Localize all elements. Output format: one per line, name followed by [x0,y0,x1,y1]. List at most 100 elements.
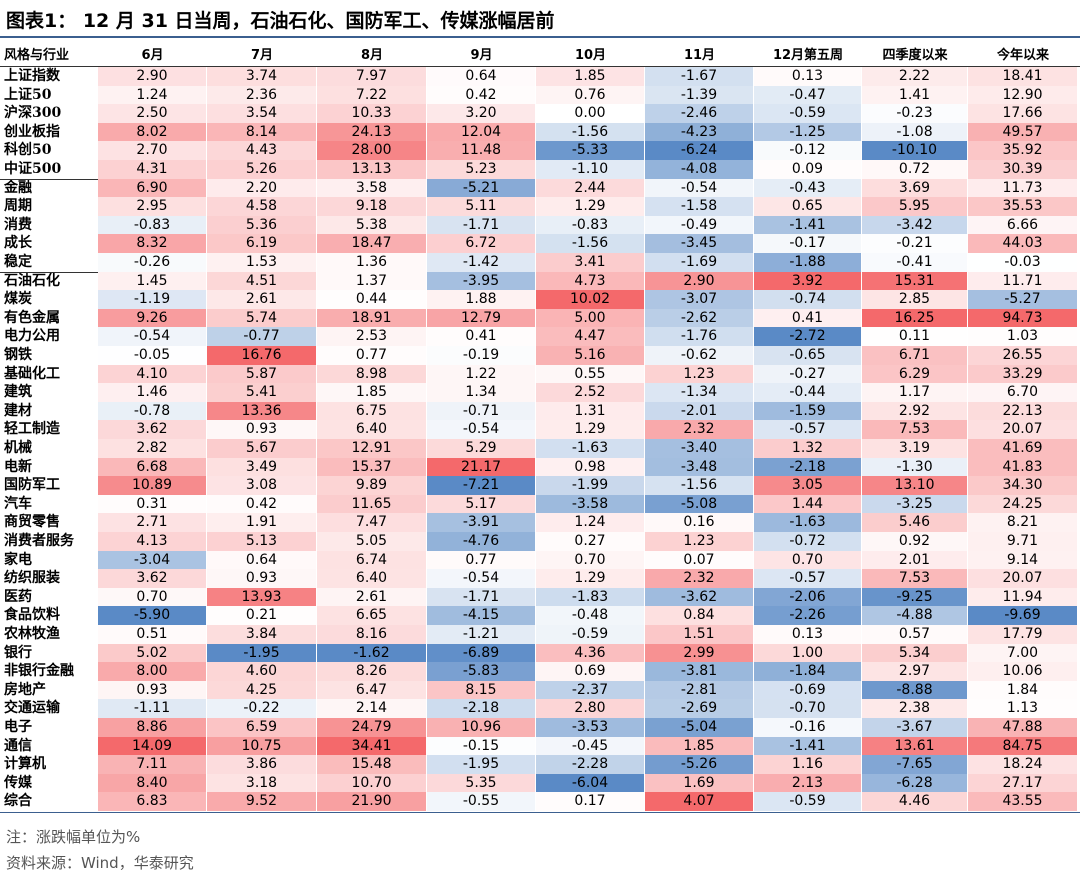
cell: 0.64 [207,550,316,570]
cell: -0.54 [645,178,753,198]
cell: 4.47 [536,327,644,346]
cell: 13.13 [317,160,426,179]
cell: 4.36 [536,643,644,663]
cell: -3.67 [862,718,967,737]
cell: 10.96 [427,718,535,737]
column-header: 10月 [574,48,607,63]
cell: -0.59 [754,104,861,123]
cell: 5.29 [427,439,535,458]
cell: 5.16 [536,346,644,365]
cell: -7.21 [427,476,535,495]
row-label: 石油石化 [4,272,60,289]
cell: -2.81 [645,680,753,700]
row-label: 机械 [4,440,32,456]
cell: -0.44 [754,383,861,402]
cell: 6.47 [317,680,426,700]
cell: -0.83 [98,215,206,235]
cell: 5.26 [207,160,316,179]
row-label: 科创50 [4,142,52,159]
row-label: 汽车 [4,495,32,512]
cell: 5.34 [862,643,967,663]
cell: -0.43 [754,178,861,198]
cell: -6.04 [536,773,644,793]
cell: 7.47 [317,513,426,532]
cell: 0.69 [536,662,644,681]
cell: 4.25 [207,680,316,700]
row-label: 电新 [4,458,32,475]
cell: -1.83 [536,587,644,607]
cell: 5.02 [98,643,206,663]
cell: 24.13 [317,122,426,142]
cell: -0.41 [862,253,967,272]
cell: 1.23 [645,532,753,551]
cell: 12.79 [427,308,535,328]
cell: -0.71 [427,401,535,421]
cell: -0.19 [427,346,535,365]
cell: -3.62 [645,587,753,607]
cell: 0.00 [536,104,644,123]
cell: 4.07 [645,792,753,811]
cell: 2.20 [207,178,316,198]
cell: 6.90 [98,178,206,198]
cell: 13.10 [862,476,967,495]
row-label: 传媒 [4,774,32,791]
cell: 0.09 [754,160,861,179]
cell: -6.24 [645,141,753,160]
cell: 41.69 [968,439,1077,458]
cell: 10.33 [317,104,426,123]
cell: 6.83 [98,792,206,811]
cell: 22.13 [968,401,1077,421]
cell: 0.16 [645,513,753,532]
cell: 3.86 [207,755,316,774]
cell: -0.65 [754,346,861,365]
cell: 1.34 [427,383,535,402]
cell: 94.73 [968,308,1077,328]
cell: 6.59 [207,718,316,737]
cell: -0.03 [968,253,1077,272]
cell: -1.62 [317,643,426,663]
cell: 0.57 [862,625,967,644]
cell: 1.44 [754,494,861,514]
column-header: 9月 [470,48,493,63]
cell: 0.21 [207,606,316,625]
row-label: 周期 [4,198,32,215]
cell: 0.51 [98,625,206,644]
cell: -5.08 [645,494,753,514]
cell: -0.45 [536,736,644,756]
cell: 8.26 [317,662,426,681]
cell: -1.56 [536,234,644,253]
cell: 2.70 [98,141,206,160]
cell: 2.38 [862,699,967,718]
cell: 34.41 [317,736,426,756]
cell: 10.75 [207,736,316,756]
cell: 30.39 [968,160,1077,179]
cell: -0.59 [536,625,644,644]
cell: 0.07 [645,550,753,570]
cell: 2.99 [645,643,753,663]
cell: 13.61 [862,736,967,756]
cell: 6.29 [862,364,967,384]
cell: 3.69 [862,178,967,198]
cell: 8.16 [317,625,426,644]
cell: -9.69 [968,606,1077,625]
cell: -0.78 [98,401,206,421]
cell: 1.22 [427,364,535,384]
cell: 21.90 [317,792,426,811]
cell: 8.86 [98,718,206,737]
row-label: 建筑 [4,384,32,401]
row-label: 消费者服务 [4,533,74,549]
cell: -1.95 [207,643,316,663]
cell: 6.19 [207,234,316,253]
title-rule [0,36,1080,38]
cell: 5.87 [207,364,316,384]
cell: -3.42 [862,215,967,235]
cell: 2.50 [98,104,206,123]
cell: 1.24 [536,513,644,532]
cell: 4.73 [536,271,644,291]
cell: 4.51 [207,271,316,291]
cell: 9.18 [317,197,426,216]
cell: 26.55 [968,346,1077,365]
cell: 5.95 [862,197,967,216]
cell: -0.48 [536,606,644,625]
cell: -1.84 [754,662,861,681]
